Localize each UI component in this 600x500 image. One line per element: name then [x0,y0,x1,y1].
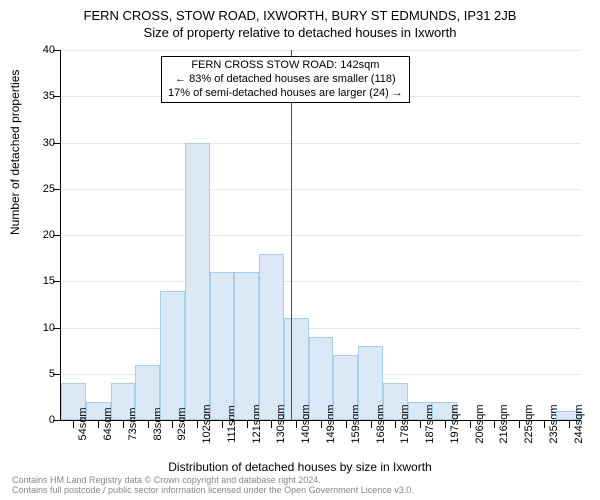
annotation-line: FERN CROSS STOW ROAD: 142sqm [168,59,403,73]
xtick-label: 225sqm [523,404,535,443]
ytick-label: 35 [25,90,55,102]
xtick-mark [346,420,347,428]
ytick-label: 5 [25,368,55,380]
xtick-mark [296,420,297,428]
x-axis-label: Distribution of detached houses by size … [0,460,600,474]
xtick-mark [98,420,99,428]
xtick-mark [73,420,74,428]
xtick-mark [271,420,272,428]
histogram-bar [259,254,284,421]
xtick-mark [519,420,520,428]
ytick-label: 40 [25,44,55,56]
gridline [61,50,581,51]
footer-attribution: Contains HM Land Registry data © Crown c… [12,476,414,496]
ytick-label: 25 [25,183,55,195]
xtick-mark [197,420,198,428]
xtick-label: 197sqm [449,404,461,443]
xtick-mark [222,420,223,428]
ytick-label: 0 [25,414,55,426]
ytick-label: 10 [25,322,55,334]
xtick-label: 244sqm [573,404,585,443]
xtick-mark [172,420,173,428]
histogram-bar [210,272,235,420]
xtick-mark [247,420,248,428]
marker-line [291,50,292,420]
y-axis-label: Number of detached properties [8,70,22,235]
gridline [61,189,581,190]
gridline [61,328,581,329]
gridline [61,143,581,144]
xtick-mark [395,420,396,428]
ytick-label: 20 [25,229,55,241]
xtick-mark [569,420,570,428]
plot-region: 051015202530354054sqm64sqm73sqm83sqm92sq… [60,50,581,421]
ytick-label: 15 [25,275,55,287]
main-title: FERN CROSS, STOW ROAD, IXWORTH, BURY ST … [0,0,600,23]
xtick-mark [123,420,124,428]
histogram-bar [234,272,259,420]
xtick-mark [148,420,149,428]
histogram-bar [185,143,210,421]
xtick-mark [371,420,372,428]
xtick-mark [470,420,471,428]
xtick-mark [544,420,545,428]
annotation-line: 17% of semi-detached houses are larger (… [168,87,403,101]
xtick-mark [445,420,446,428]
xtick-mark [321,420,322,428]
gridline [61,281,581,282]
annotation-box: FERN CROSS STOW ROAD: 142sqm← 83% of det… [161,56,410,103]
sub-title: Size of property relative to detached ho… [0,23,600,40]
chart-container: FERN CROSS, STOW ROAD, IXWORTH, BURY ST … [0,0,600,500]
xtick-label: 216sqm [498,404,510,443]
xtick-mark [494,420,495,428]
xtick-mark [420,420,421,428]
footer-line-2: Contains full postcode / public sector i… [12,486,414,496]
gridline [61,235,581,236]
histogram-bar [160,291,185,421]
chart-area: 051015202530354054sqm64sqm73sqm83sqm92sq… [60,50,580,420]
ytick-label: 30 [25,137,55,149]
xtick-label: 206sqm [474,404,486,443]
annotation-line: ← 83% of detached houses are smaller (11… [168,73,403,87]
